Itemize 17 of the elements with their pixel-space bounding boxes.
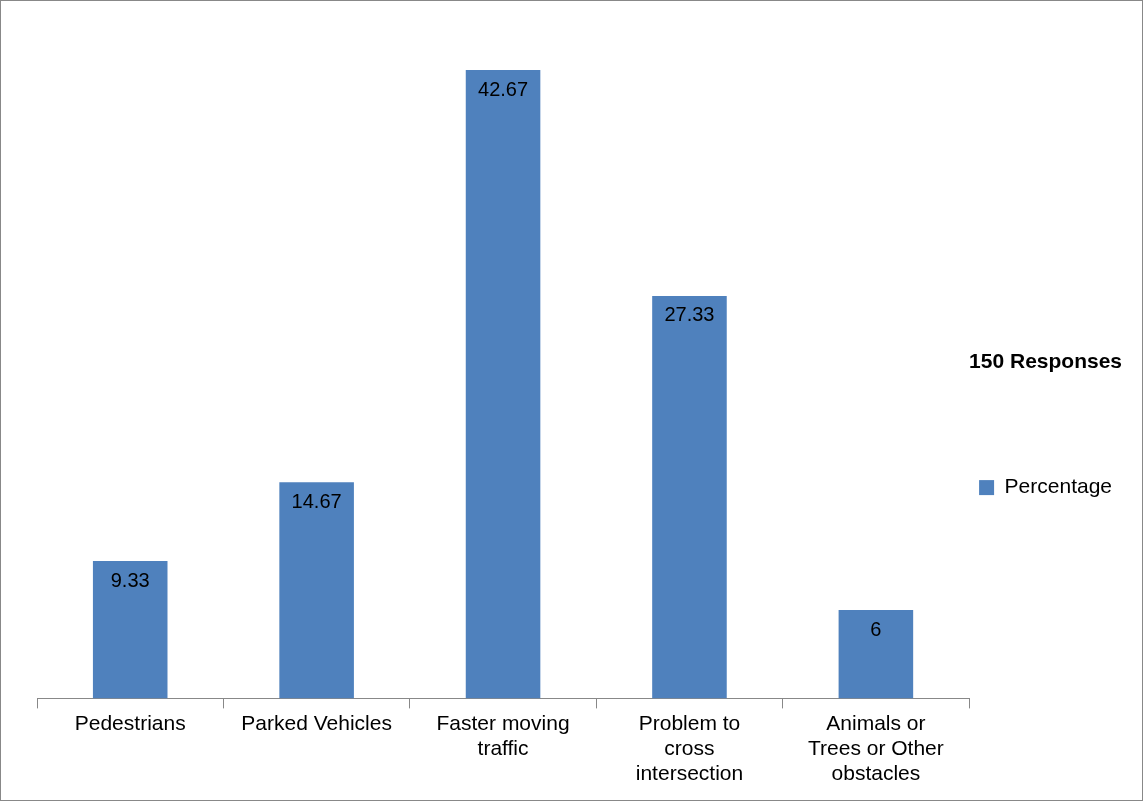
x-tick-label: Animals or Trees or Other obstacles xyxy=(808,710,944,785)
x-tick-label: Problem to cross intersection xyxy=(635,710,744,785)
bar xyxy=(652,295,727,699)
x-tick-label: Parked Vehicles xyxy=(241,710,392,734)
bar xyxy=(279,482,354,699)
x-tick-label: Faster moving traffic xyxy=(436,710,570,759)
data-label: 42.67 xyxy=(478,77,529,100)
data-label: 9.33 xyxy=(110,568,150,591)
x-tick-label: Pedestrians xyxy=(74,710,186,734)
data-label: 27.33 xyxy=(664,303,715,326)
bar xyxy=(838,610,914,699)
bar xyxy=(92,561,168,699)
bar xyxy=(465,70,541,699)
data-label: 14.67 xyxy=(291,489,342,512)
legend-label: Percentage xyxy=(1004,474,1113,498)
data-label: 6 xyxy=(870,617,882,640)
legend-title: 150 Responses xyxy=(969,349,1123,373)
